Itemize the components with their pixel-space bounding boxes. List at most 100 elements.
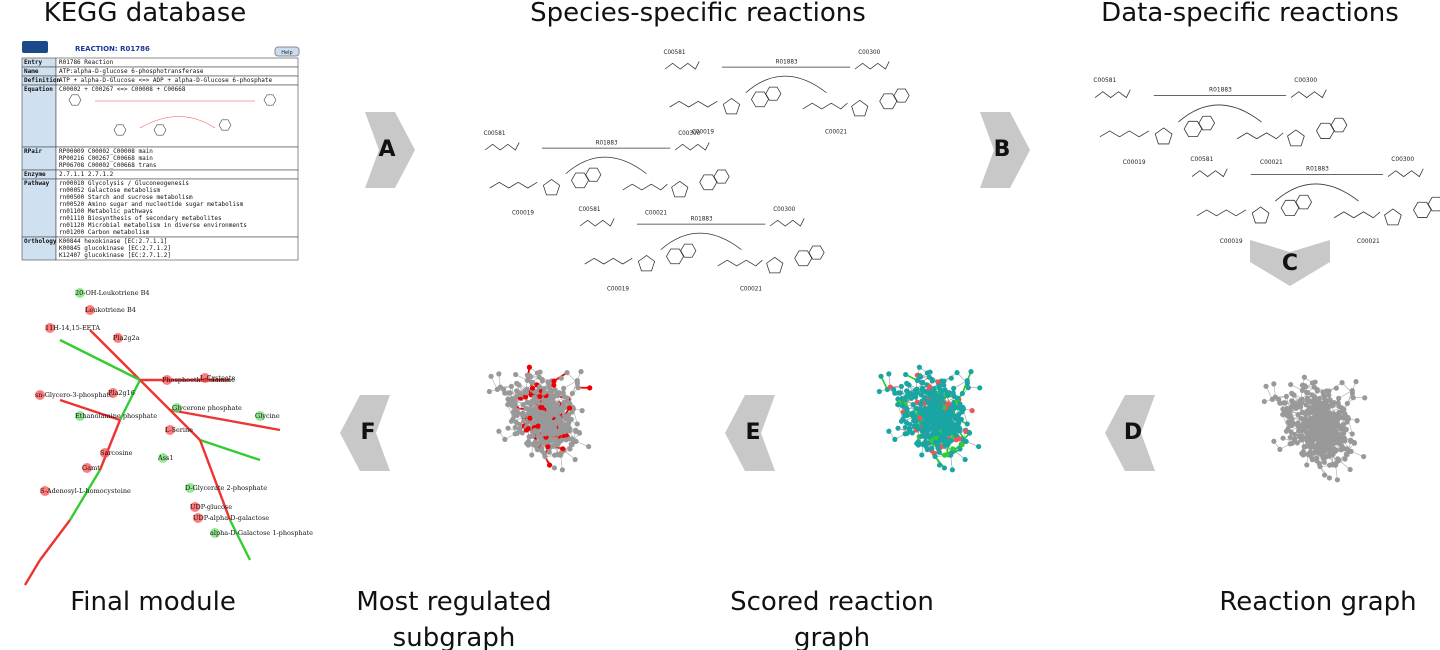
arrow	[340, 395, 390, 471]
node	[969, 408, 975, 414]
node	[523, 394, 529, 400]
ring	[765, 86, 782, 101]
node	[904, 430, 910, 436]
ring	[722, 97, 741, 115]
kegg-row-cell	[55, 178, 299, 238]
node	[929, 376, 935, 383]
node	[938, 391, 944, 397]
node	[945, 392, 951, 398]
node	[951, 413, 957, 419]
module-node	[113, 333, 123, 343]
node	[959, 442, 965, 448]
node	[537, 384, 543, 390]
module-node	[75, 288, 85, 298]
compound-label: C00021	[740, 287, 762, 293]
node	[931, 390, 938, 396]
module-node	[82, 463, 92, 473]
node	[514, 430, 520, 436]
help-button	[274, 46, 300, 57]
node	[557, 409, 563, 415]
node	[1339, 380, 1345, 386]
node	[892, 436, 898, 443]
node	[1321, 459, 1327, 465]
node	[925, 416, 931, 422]
node	[496, 428, 502, 434]
node	[1289, 417, 1295, 423]
reaction-arc	[745, 75, 827, 94]
node	[1288, 429, 1294, 436]
node	[937, 420, 943, 426]
module-edge	[68, 469, 102, 521]
arrow-label: C	[1282, 251, 1298, 276]
ring	[666, 248, 684, 265]
node	[1287, 405, 1293, 412]
node	[514, 380, 520, 386]
node	[1344, 452, 1350, 458]
node	[922, 427, 928, 434]
chain	[1191, 168, 1228, 178]
panel-title: Reaction graph	[1219, 587, 1416, 617]
ring	[1287, 129, 1305, 147]
node	[904, 407, 910, 413]
node	[935, 416, 942, 422]
node	[528, 410, 534, 416]
node	[918, 401, 924, 407]
node	[554, 451, 560, 458]
node	[1326, 475, 1333, 481]
ring	[794, 250, 813, 267]
node	[1318, 412, 1325, 419]
ring	[153, 124, 167, 136]
module-edge	[169, 408, 281, 432]
node	[1271, 438, 1277, 444]
node	[549, 424, 555, 430]
node	[1321, 394, 1327, 400]
kegg-row-label: Entry	[24, 59, 42, 66]
node	[566, 405, 573, 411]
module-label: Pla2g16	[108, 389, 135, 397]
node	[915, 442, 921, 448]
compound-label: C00581	[1190, 157, 1213, 163]
module-node	[165, 425, 175, 435]
node	[508, 383, 515, 389]
node	[927, 384, 933, 390]
reaction: C00581 C00300 R01883 C00019 C00021	[483, 131, 730, 217]
reaction: C00581 C00300 R01883 C00019 C00021	[663, 50, 910, 136]
ring	[571, 172, 589, 189]
network	[876, 364, 983, 473]
node	[936, 449, 942, 455]
node	[918, 433, 925, 439]
ring	[1384, 208, 1402, 226]
panel-title: Final module	[70, 587, 236, 617]
node	[1312, 379, 1318, 385]
node	[541, 385, 547, 392]
node	[904, 412, 910, 419]
module-label: Phosphoethanolamine	[162, 376, 235, 384]
node	[541, 390, 548, 396]
node	[1314, 386, 1320, 393]
node	[586, 443, 592, 450]
node	[919, 379, 925, 386]
node	[928, 404, 934, 411]
node	[1292, 401, 1298, 408]
node	[956, 420, 962, 426]
node	[521, 418, 527, 424]
module-edge	[98, 419, 122, 471]
node	[929, 445, 935, 451]
node	[1332, 419, 1338, 425]
node	[1321, 472, 1328, 478]
node	[548, 436, 554, 442]
node	[947, 409, 953, 415]
node	[1342, 456, 1348, 462]
node	[1317, 463, 1323, 470]
node	[1276, 396, 1282, 403]
node	[1320, 454, 1326, 460]
chain	[622, 183, 668, 191]
node	[560, 446, 566, 452]
node	[535, 416, 541, 422]
node	[948, 450, 954, 456]
module-edge	[23, 559, 42, 586]
node	[932, 439, 939, 446]
compound-label: C00300	[1294, 78, 1317, 84]
node	[1361, 453, 1367, 460]
node	[567, 446, 573, 452]
